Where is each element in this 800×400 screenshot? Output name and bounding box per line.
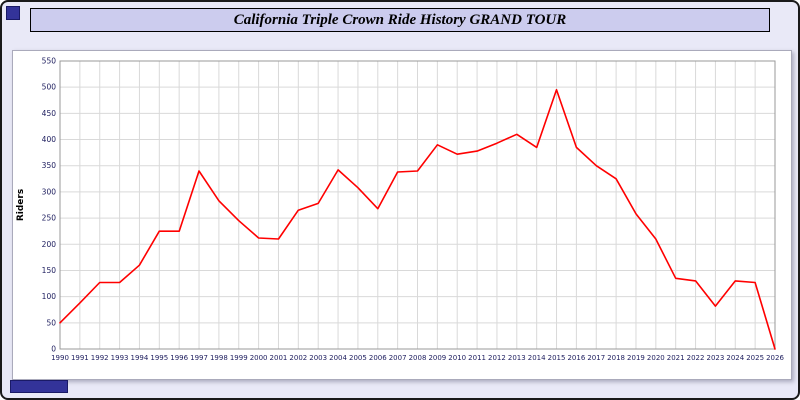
title-bar: California Triple Crown Ride History GRA… [30,8,770,32]
y-tick-label: 50 [46,318,56,327]
x-tick-label: 2012 [488,354,506,362]
x-tick-label: 2025 [746,354,764,362]
page-title: California Triple Crown Ride History GRA… [233,11,567,28]
x-tick-label: 2020 [647,354,665,362]
x-tick-label: 2024 [726,354,744,362]
bottom-left-bar [10,380,68,393]
x-tick-label: 1990 [51,354,69,362]
x-tick-label: 2023 [707,354,725,362]
x-tick-label: 1995 [150,354,168,362]
y-tick-label: 450 [42,109,57,118]
x-tick-label: 2021 [667,354,685,362]
x-tick-label: 2016 [567,354,585,362]
x-tick-label: 1998 [210,354,228,362]
y-tick-label: 550 [42,57,57,66]
x-tick-label: 2003 [309,354,327,362]
x-tick-label: 2008 [409,354,427,362]
x-tick-label: 2001 [270,354,288,362]
y-tick-label: 400 [42,135,57,144]
y-tick-label: 100 [42,292,57,301]
x-tick-label: 2011 [468,354,486,362]
x-tick-label: 2022 [687,354,705,362]
title-corner-square [6,6,20,20]
x-tick-label: 1991 [71,354,89,362]
x-tick-label: 1992 [91,354,109,362]
x-tick-label: 2005 [349,354,367,362]
x-tick-label: 2019 [627,354,645,362]
x-tick-label: 2015 [548,354,566,362]
y-tick-label: 0 [51,345,56,354]
riders-line-series [59,88,776,350]
chart-panel: 0 50 100 150 200 250 300 350 400 450 500 550 1990 199… [12,50,792,380]
y-tick-label: 500 [42,83,57,92]
y-tick-label: 150 [42,266,57,275]
x-tick-label: 1997 [190,354,208,362]
x-tick-label: 2026 [766,354,784,362]
x-tick-label: 2004 [329,354,347,362]
x-tick-label: 1996 [170,354,188,362]
x-tick-label: 2000 [250,354,268,362]
y-tick-label: 350 [42,161,57,170]
x-tick-label: 2014 [528,354,546,362]
plot-border [59,60,776,350]
x-tick-label: 1999 [230,354,248,362]
x-tick-label: 1994 [131,354,149,362]
x-tick-label: 2002 [289,354,307,362]
x-tick-label: 2009 [428,354,446,362]
y-tick-label: 200 [42,240,57,249]
x-tick-label: 2013 [508,354,526,362]
y-tick-label: 300 [42,187,57,196]
x-tick-label: 2017 [587,354,605,362]
x-tick-label: 2010 [448,354,466,362]
y-axis-title: Riders [16,189,26,221]
x-tick-label: 2018 [607,354,625,362]
x-tick-label: 2006 [369,354,387,362]
x-tick-label: 1993 [111,354,129,362]
x-tick-label: 2007 [389,354,407,362]
y-tick-label: 250 [42,214,57,223]
